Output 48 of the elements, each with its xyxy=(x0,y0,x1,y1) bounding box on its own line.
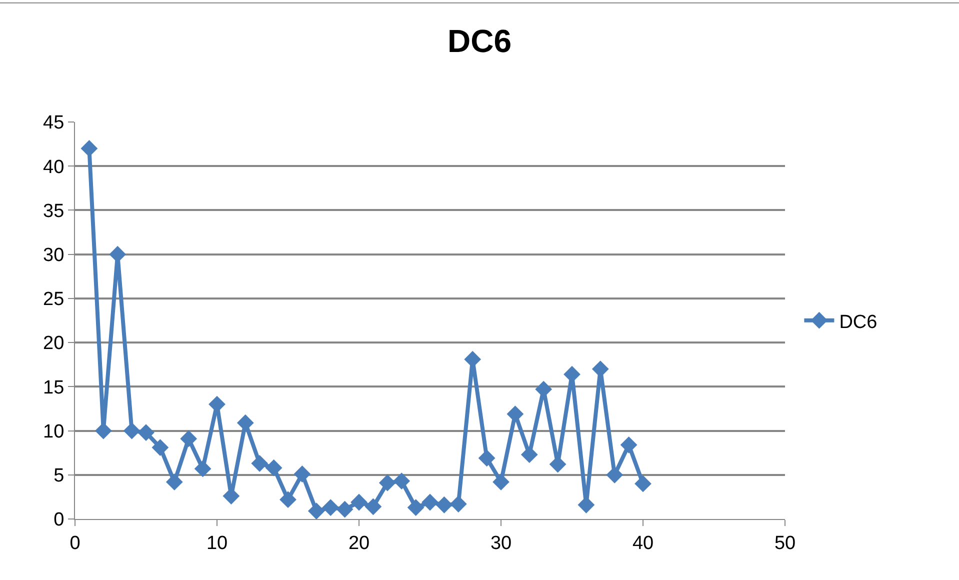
y-tick-label: 5 xyxy=(54,466,64,487)
y-tick-label: 10 xyxy=(43,421,64,442)
point xyxy=(236,414,254,432)
point xyxy=(450,496,467,512)
point xyxy=(166,474,183,490)
x-tick-label: 0 xyxy=(70,532,80,554)
x-tick-label: 10 xyxy=(206,532,228,554)
point xyxy=(265,459,282,476)
point xyxy=(80,140,98,157)
point xyxy=(194,460,212,478)
y-tick-label: 15 xyxy=(43,377,64,398)
point xyxy=(378,474,396,492)
point xyxy=(606,466,624,484)
y-tick-label: 35 xyxy=(43,200,64,222)
point xyxy=(350,494,368,511)
point xyxy=(322,499,340,516)
point xyxy=(336,500,354,518)
point xyxy=(620,436,638,454)
point xyxy=(407,499,424,516)
point xyxy=(138,424,154,441)
point xyxy=(634,475,652,492)
point xyxy=(506,406,524,422)
y-tick-label: 40 xyxy=(43,156,64,178)
point xyxy=(152,439,169,456)
x-tick-label: 20 xyxy=(348,532,370,554)
point xyxy=(364,498,382,516)
point xyxy=(251,454,268,472)
point xyxy=(422,494,438,511)
x-tick-label: 40 xyxy=(632,532,654,554)
y-tick-label: 20 xyxy=(43,333,64,354)
point xyxy=(280,491,296,508)
point xyxy=(294,466,311,482)
point xyxy=(478,450,496,467)
point xyxy=(180,430,198,448)
legend-label: DC6 xyxy=(839,312,878,333)
y-tick-label: 0 xyxy=(54,510,64,531)
point xyxy=(520,446,538,464)
point xyxy=(436,496,453,514)
y-tick-label: 30 xyxy=(43,244,64,266)
x-tick-label: 30 xyxy=(490,532,512,554)
x-tick-label: 50 xyxy=(774,532,796,554)
point xyxy=(492,474,510,490)
point xyxy=(123,422,140,440)
point xyxy=(393,472,410,490)
y-tick-label: 25 xyxy=(43,289,64,310)
point xyxy=(308,502,325,519)
y-tick-label: 45 xyxy=(43,112,64,134)
chart-title: DC6 xyxy=(447,22,512,59)
